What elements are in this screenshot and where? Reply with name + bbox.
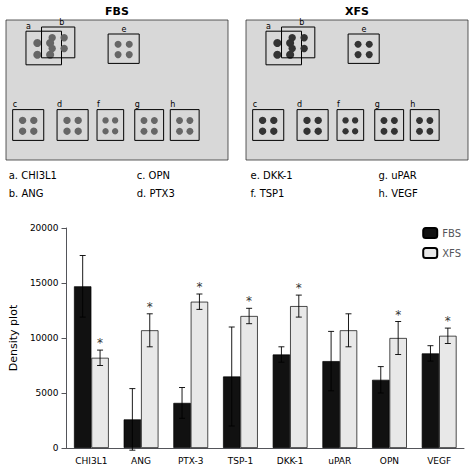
- svg-text:20000: 20000: [30, 223, 59, 233]
- svg-text:PTX-3: PTX-3: [178, 456, 204, 466]
- svg-text:d. PTX3: d. PTX3: [137, 188, 175, 199]
- svg-text:*: *: [246, 294, 252, 308]
- svg-text:*: *: [196, 280, 202, 294]
- svg-text:uPAR: uPAR: [328, 456, 351, 466]
- svg-text:e. DKK-1: e. DKK-1: [250, 170, 292, 181]
- svg-text:15000: 15000: [30, 278, 59, 288]
- svg-text:ANG: ANG: [131, 456, 151, 466]
- svg-text:b: b: [299, 18, 304, 27]
- svg-text:a: a: [266, 22, 271, 31]
- svg-text:c: c: [13, 100, 17, 109]
- svg-text:5000: 5000: [36, 388, 59, 398]
- svg-text:b: b: [59, 18, 64, 27]
- svg-text:d: d: [57, 100, 62, 109]
- svg-text:*: *: [445, 314, 451, 328]
- svg-text:g: g: [135, 100, 140, 109]
- svg-text:TSP-1: TSP-1: [227, 456, 253, 466]
- svg-text:*: *: [97, 336, 103, 350]
- svg-text:h: h: [170, 100, 175, 109]
- svg-text:*: *: [147, 300, 153, 314]
- svg-text:10000: 10000: [30, 333, 59, 343]
- svg-text:h: h: [410, 100, 415, 109]
- svg-text:c. OPN: c. OPN: [137, 170, 170, 181]
- svg-text:e: e: [121, 25, 126, 34]
- svg-text:c: c: [253, 100, 257, 109]
- svg-text:VEGF: VEGF: [427, 456, 451, 466]
- svg-text:b. ANG: b. ANG: [9, 188, 44, 199]
- svg-text:*: *: [395, 308, 401, 322]
- svg-text:0: 0: [53, 443, 59, 453]
- svg-text:f. TSP1: f. TSP1: [250, 188, 284, 199]
- svg-text:XFS: XFS: [442, 248, 461, 259]
- svg-text:f: f: [337, 100, 340, 109]
- svg-text:g. uPAR: g. uPAR: [378, 170, 416, 181]
- svg-text:d: d: [297, 100, 302, 109]
- svg-text:XFS: XFS: [345, 5, 369, 18]
- svg-text:CHI3L1: CHI3L1: [75, 456, 107, 466]
- svg-text:f: f: [97, 100, 100, 109]
- svg-text:e: e: [361, 25, 366, 34]
- svg-text:h. VEGF: h. VEGF: [378, 188, 418, 199]
- svg-text:OPN: OPN: [380, 456, 399, 466]
- svg-text:FBS: FBS: [442, 228, 461, 239]
- svg-text:Density plot: Density plot: [7, 304, 20, 371]
- svg-text:a: a: [26, 22, 31, 31]
- svg-text:FBS: FBS: [105, 5, 129, 18]
- svg-text:g: g: [375, 100, 380, 109]
- svg-text:*: *: [296, 281, 302, 295]
- svg-text:DKK-1: DKK-1: [277, 456, 304, 466]
- svg-text:a. CHI3L1: a. CHI3L1: [9, 170, 57, 181]
